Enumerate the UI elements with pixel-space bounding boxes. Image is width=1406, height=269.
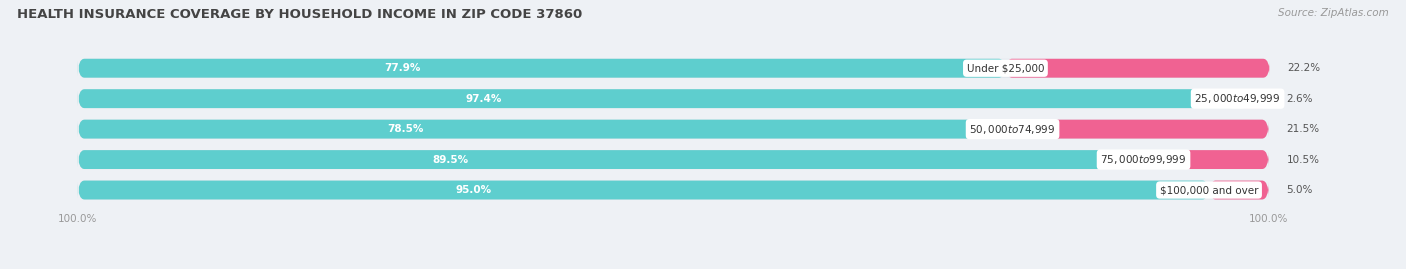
Text: 2.6%: 2.6% (1286, 94, 1313, 104)
Text: 5.0%: 5.0% (1286, 185, 1313, 195)
FancyBboxPatch shape (1209, 180, 1268, 200)
FancyBboxPatch shape (1012, 120, 1268, 139)
FancyBboxPatch shape (77, 89, 1268, 108)
FancyBboxPatch shape (77, 180, 1268, 200)
FancyBboxPatch shape (77, 120, 1268, 139)
Text: $100,000 and over: $100,000 and over (1160, 185, 1258, 195)
FancyBboxPatch shape (1237, 89, 1268, 108)
Text: 10.5%: 10.5% (1286, 155, 1319, 165)
Text: $75,000 to $99,999: $75,000 to $99,999 (1101, 153, 1187, 166)
Text: Source: ZipAtlas.com: Source: ZipAtlas.com (1278, 8, 1389, 18)
FancyBboxPatch shape (77, 59, 1005, 78)
FancyBboxPatch shape (77, 120, 1012, 139)
FancyBboxPatch shape (1143, 150, 1268, 169)
Text: 22.2%: 22.2% (1288, 63, 1320, 73)
Text: 89.5%: 89.5% (433, 155, 470, 165)
FancyBboxPatch shape (77, 89, 1237, 108)
FancyBboxPatch shape (1005, 59, 1270, 78)
FancyBboxPatch shape (77, 150, 1268, 169)
Text: 21.5%: 21.5% (1286, 124, 1320, 134)
FancyBboxPatch shape (77, 59, 1268, 78)
Text: 97.4%: 97.4% (465, 94, 502, 104)
Text: 78.5%: 78.5% (387, 124, 423, 134)
FancyBboxPatch shape (77, 150, 1143, 169)
Text: Under $25,000: Under $25,000 (967, 63, 1045, 73)
Text: $25,000 to $49,999: $25,000 to $49,999 (1195, 92, 1281, 105)
Text: 77.9%: 77.9% (384, 63, 420, 73)
FancyBboxPatch shape (77, 180, 1209, 200)
Text: HEALTH INSURANCE COVERAGE BY HOUSEHOLD INCOME IN ZIP CODE 37860: HEALTH INSURANCE COVERAGE BY HOUSEHOLD I… (17, 8, 582, 21)
Text: $50,000 to $74,999: $50,000 to $74,999 (969, 123, 1056, 136)
Text: 95.0%: 95.0% (456, 185, 492, 195)
